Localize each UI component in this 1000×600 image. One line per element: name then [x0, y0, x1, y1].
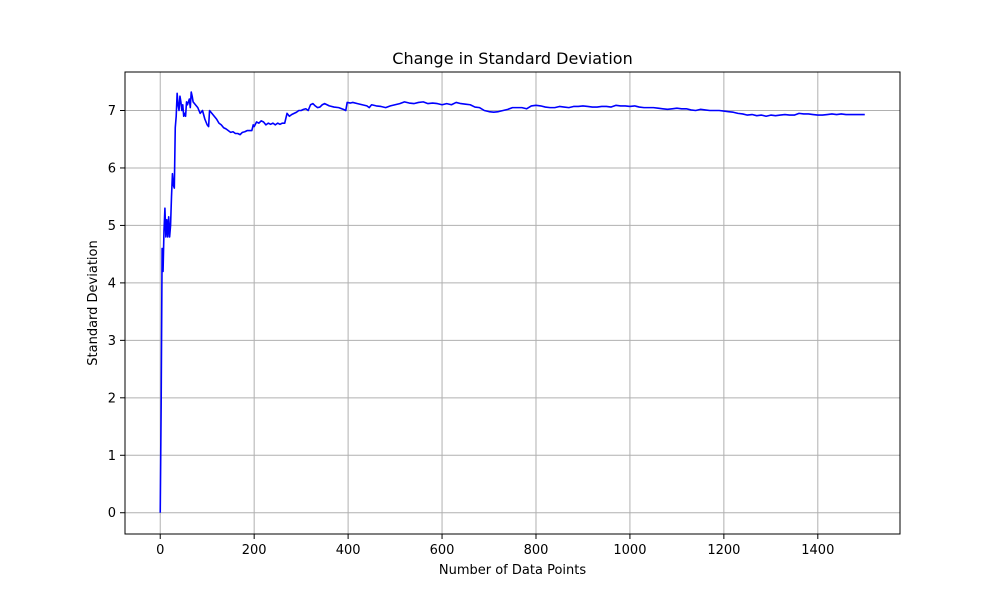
y-tick-label: 3 [108, 334, 116, 349]
x-tick-label: 1400 [801, 543, 834, 558]
ticks: 0 200 400 600 800 1000 1200 1400 0 1 2 3 4 5 6 7 [108, 104, 835, 558]
y-tick-label: 4 [108, 276, 116, 291]
y-tick-label: 7 [108, 104, 116, 119]
x-tick-label: 1200 [707, 543, 740, 558]
x-tick-label: 800 [524, 543, 549, 558]
y-tick-label: 1 [108, 449, 116, 464]
plot-frame [124, 71, 901, 535]
x-tick-label: 200 [242, 543, 267, 558]
y-axis-title: Standard Deviation [86, 240, 101, 365]
y-tick-label: 5 [108, 219, 116, 234]
x-tick-label: 400 [336, 543, 361, 558]
series-line [159, 91, 865, 513]
y-tick-label: 6 [108, 161, 116, 176]
plot-area [125, 72, 900, 534]
x-tick-label: 1000 [613, 543, 646, 558]
x-tick-label: 600 [430, 543, 455, 558]
chart-title: Change in Standard Deviation [392, 49, 632, 68]
grid [125, 72, 900, 534]
series-layer [159, 91, 865, 513]
x-tick-label: 0 [156, 543, 164, 558]
y-tick-label: 2 [108, 391, 116, 406]
x-axis-title: Number of Data Points [439, 563, 586, 578]
y-tick-label: 0 [108, 506, 116, 521]
